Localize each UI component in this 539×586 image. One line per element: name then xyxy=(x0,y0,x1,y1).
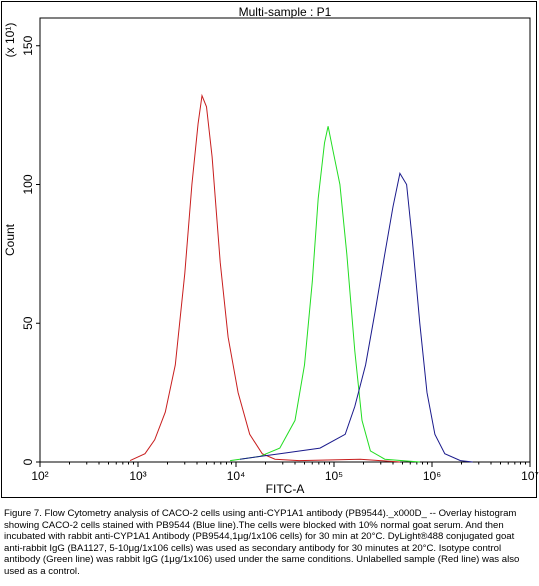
y-multiplier: (x 10¹) xyxy=(3,23,17,58)
histogram-line xyxy=(230,126,420,463)
plot-frame xyxy=(39,17,531,463)
outer-frame xyxy=(1,1,537,498)
x-tick-label: 10⁴ xyxy=(227,469,246,483)
chart: Multi-sample : P1 FITC-A Count (x 10¹) 0… xyxy=(1,1,539,498)
y-tick-label: 0 xyxy=(21,458,35,465)
x-tick-label: 10⁶ xyxy=(423,469,441,483)
y-tick-label: 100 xyxy=(21,174,35,194)
figure-caption: Figure 7. Flow Cytometry analysis of CAC… xyxy=(4,508,520,577)
x-tick-label: 10⁷ xyxy=(521,469,539,483)
x-tick-label: 10³ xyxy=(129,469,146,483)
x-tick-label: 10⁵ xyxy=(325,469,343,483)
chart-title: Multi-sample : P1 xyxy=(239,5,332,19)
y-tick-label: 50 xyxy=(21,316,35,330)
y-axis-label: Count xyxy=(3,223,17,256)
histogram-line xyxy=(129,93,400,463)
y-tick-label: 150 xyxy=(21,35,35,55)
x-tick-label: 10² xyxy=(31,469,48,483)
histogram-line xyxy=(240,172,473,463)
x-axis-label: FITC-A xyxy=(266,482,305,496)
